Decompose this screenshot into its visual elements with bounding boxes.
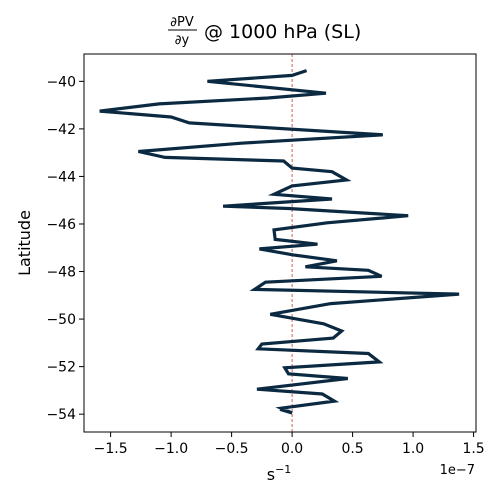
x-tick-label: −1.0 [154, 441, 188, 457]
series-line-0 [99, 69, 460, 415]
title-denominator: ∂y [175, 33, 190, 48]
x-axis-label: s−1 [267, 463, 292, 484]
x-axis-ticks: −1.5 −1.0 −0.5 0.0 0.5 1.0 1.5 [94, 432, 485, 457]
y-axis-ticks: −54 −52 −50 −48 −46 −44 −42 −40 [46, 74, 84, 423]
y-tick-label: −54 [46, 407, 76, 423]
x-tick-label: 0.0 [281, 441, 303, 457]
x-tick-label: 0.5 [341, 441, 363, 457]
y-tick-label: −50 [46, 312, 76, 328]
plot-background [84, 54, 476, 432]
y-tick-label: −42 [46, 122, 76, 138]
x-axis-offset-text: 1e−7 [440, 463, 475, 478]
y-tick-label: −44 [46, 169, 76, 185]
x-tick-label: 1.5 [462, 441, 484, 457]
x-axis-label-exponent: −1 [275, 463, 291, 476]
x-tick-label: −0.5 [215, 441, 249, 457]
y-tick-label: −46 [46, 217, 76, 233]
y-tick-label: −48 [46, 265, 76, 281]
title-numerator: ∂PV [170, 15, 194, 30]
series-layer [99, 69, 460, 415]
title-suffix: @ 1000 hPa (SL) [204, 21, 361, 43]
y-tick-label: −40 [46, 74, 76, 90]
plot-frame [83, 53, 477, 433]
x-tick-label: 1.0 [402, 441, 424, 457]
y-axis-label: Latitude [15, 210, 34, 276]
y-tick-label: −52 [46, 360, 76, 376]
x-axis-label-base: s [267, 465, 275, 484]
chart-title: ∂PV ∂y @ 1000 hPa (SL) [168, 15, 361, 48]
x-tick-label: −1.5 [94, 441, 128, 457]
